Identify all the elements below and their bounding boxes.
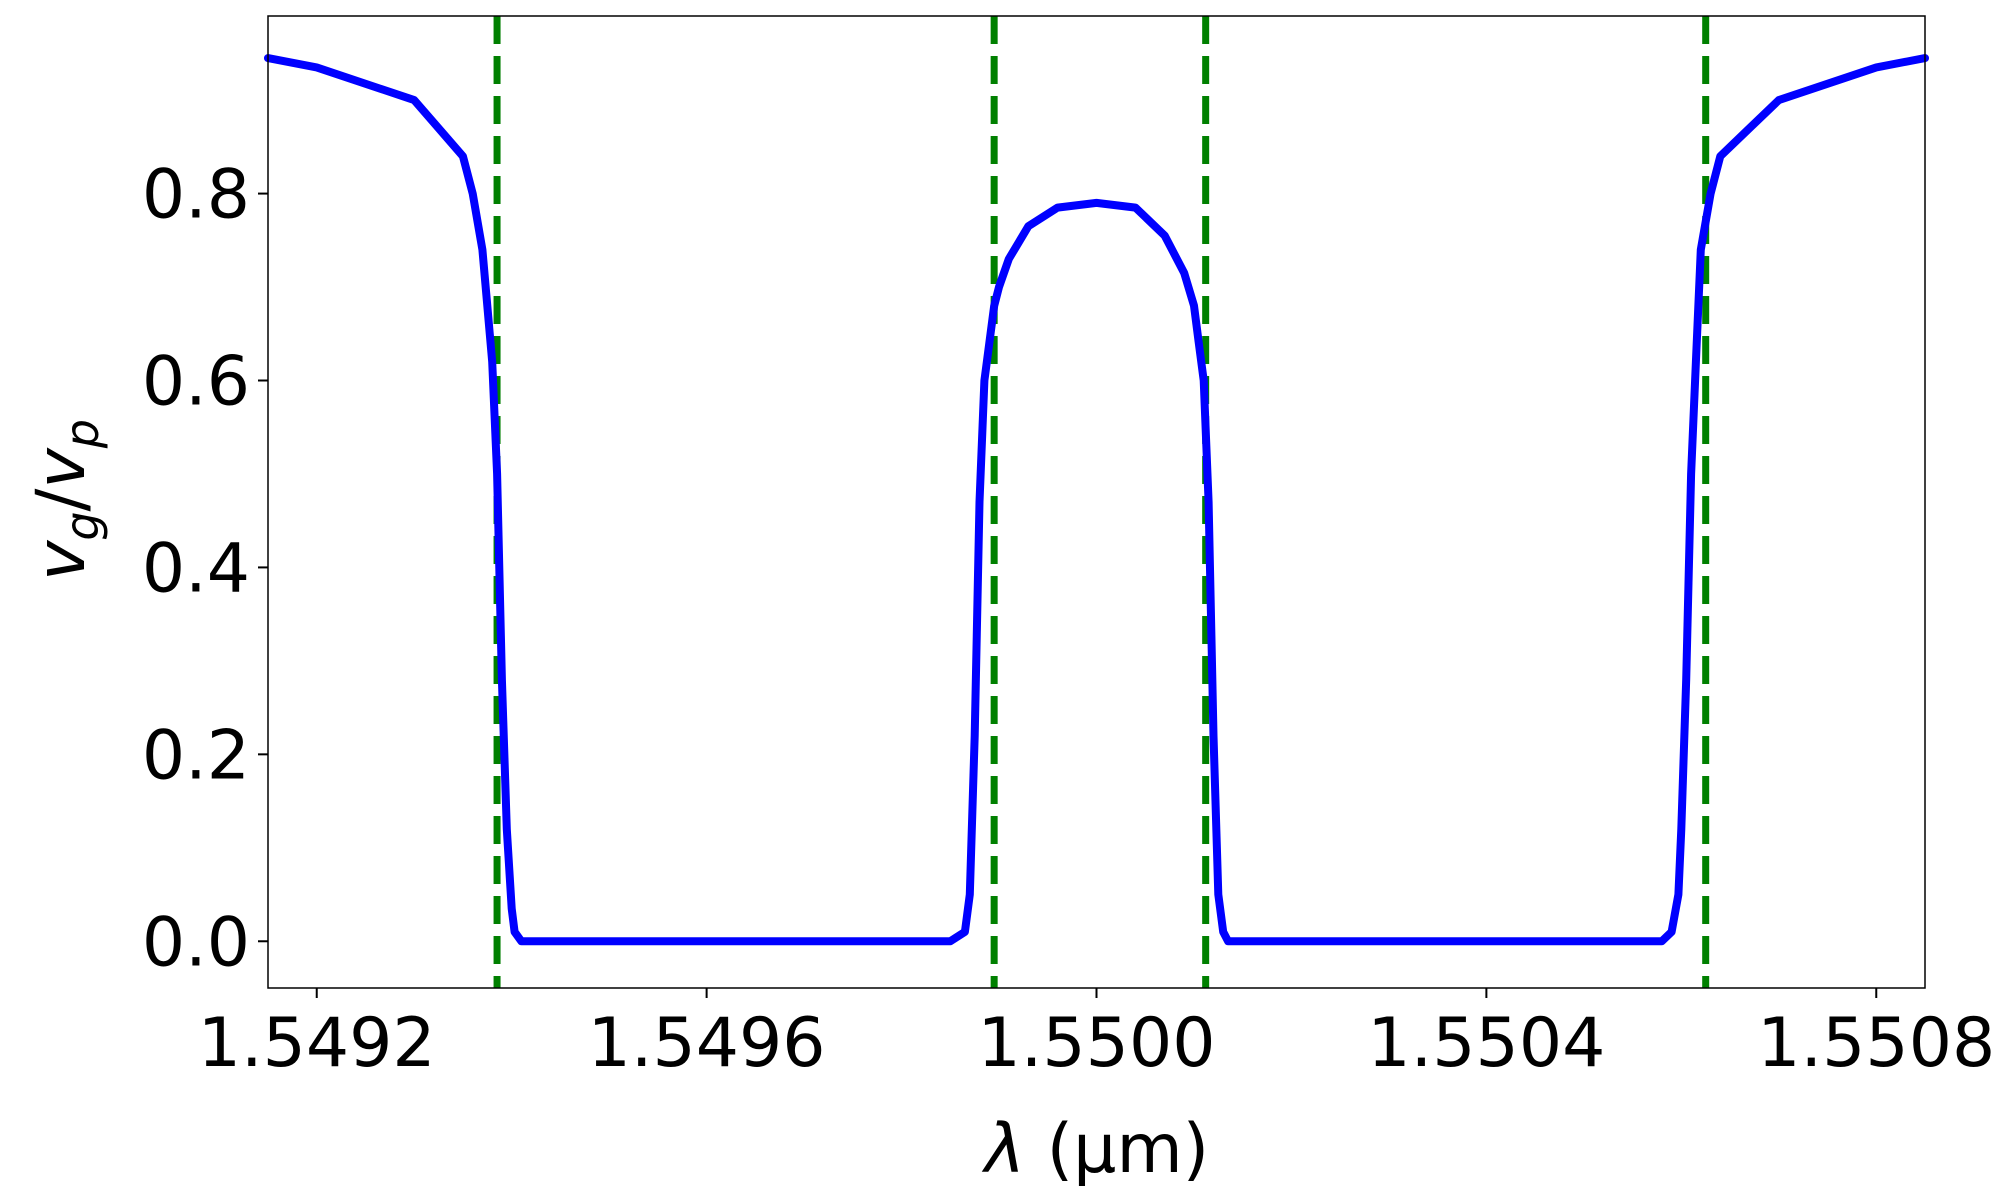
y-axis-ticks: 0.0 0.2 0.4 0.6 0.8 bbox=[142, 156, 268, 982]
y-tick-label: 0.8 bbox=[142, 156, 250, 235]
y-title-sub-p: p bbox=[55, 419, 109, 449]
y-title-v2: v bbox=[22, 447, 101, 489]
y-tick-label: 0.6 bbox=[142, 343, 250, 422]
plot-content bbox=[264, 16, 1929, 988]
x-tick-label: 1.5508 bbox=[1757, 1004, 1995, 1083]
y-title-slash: / bbox=[22, 488, 101, 511]
x-axis-title: λ (μm) bbox=[982, 1110, 1209, 1189]
x-tick-label: 1.5504 bbox=[1367, 1004, 1605, 1083]
y-title-v1: v bbox=[22, 539, 101, 581]
plot-frame bbox=[267, 15, 1926, 989]
x-axis-ticks: 1.5492 1.5496 1.5500 1.5504 1.5508 bbox=[198, 988, 1995, 1083]
x-tick-label: 1.5496 bbox=[588, 1004, 826, 1083]
series-line-1 bbox=[264, 54, 1929, 946]
x-tick-label: 1.5500 bbox=[978, 1004, 1216, 1083]
x-tick-label: 1.5492 bbox=[198, 1004, 436, 1083]
x-title-symbol: λ bbox=[982, 1110, 1025, 1189]
y-tick-label: 0.4 bbox=[142, 529, 250, 608]
y-axis-title: vg/vp bbox=[22, 419, 109, 581]
y-tick-label: 0.0 bbox=[142, 903, 250, 982]
x-title-unit: (μm) bbox=[1025, 1110, 1209, 1189]
y-title-sub-g: g bbox=[55, 511, 109, 540]
y-tick-label: 0.2 bbox=[142, 716, 250, 795]
